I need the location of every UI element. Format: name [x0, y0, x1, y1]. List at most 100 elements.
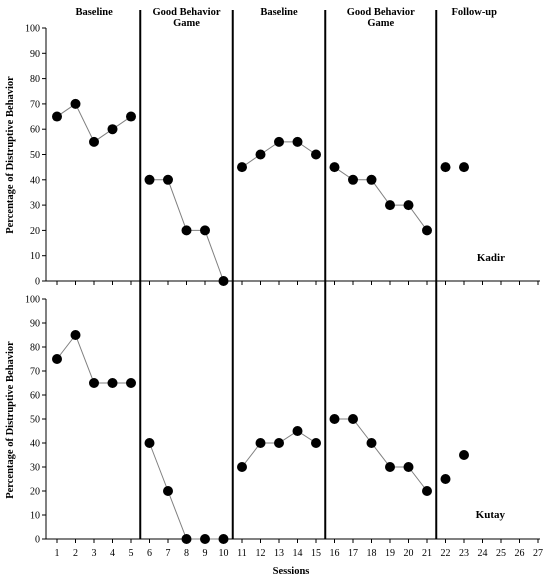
series-line-kadir-4 [334, 166, 428, 231]
y-tick-label: 60 [30, 391, 40, 402]
y-tick-label: 20 [30, 226, 40, 237]
data-point [126, 378, 136, 388]
y-tick-label: 80 [30, 343, 40, 354]
phase-label-1-line-1: Baseline [75, 7, 113, 18]
x-tick-label: 14 [293, 548, 303, 559]
data-point [292, 136, 303, 147]
data-point [403, 462, 414, 472]
data-point [274, 136, 284, 147]
y-tick-label: 70 [30, 99, 40, 110]
x-tick-label: 17 [348, 548, 358, 559]
x-tick-label: 10 [219, 548, 229, 559]
data-point [440, 162, 451, 173]
y-tick-label: 60 [30, 125, 40, 136]
panel-2: 0 10 20 30 40 50 60 70 80 90 100 Kutay [25, 295, 540, 546]
x-tick-label: 5 [129, 548, 134, 559]
x-tick-label: 23 [459, 548, 469, 559]
y-tick-label: 30 [30, 463, 40, 474]
data-point [144, 438, 155, 448]
y-tick-label: 20 [30, 487, 40, 498]
data-point [385, 200, 395, 211]
data-point [218, 276, 229, 286]
data-point [422, 225, 432, 236]
phase-label-5-line-1: Follow-up [451, 7, 497, 18]
data-point [440, 474, 451, 484]
data-point [70, 330, 81, 340]
x-tick-label: 6 [147, 548, 152, 559]
data-point [163, 486, 173, 496]
panels: 0 10 20 30 40 50 60 70 80 90 100 Kadir 0 10 20 30 40 50 60… [25, 24, 540, 546]
data-point [144, 174, 155, 185]
data-point [311, 438, 321, 448]
y-tick-label: 10 [30, 251, 40, 262]
x-tick-label: 22 [441, 548, 451, 559]
y-tick-label: 0 [35, 535, 40, 546]
data-point [385, 462, 395, 472]
data-point [422, 486, 432, 496]
phase-label-3-line-1: Baseline [260, 7, 298, 18]
series-line-kadir-1 [56, 103, 132, 143]
data-point [329, 414, 340, 424]
phase-label-2-line-2: Game [173, 18, 200, 29]
data-point [107, 378, 118, 388]
x-tick-label: 12 [256, 548, 266, 559]
series-line-kutay-4 [334, 418, 428, 492]
y-tick-label: 50 [30, 415, 40, 426]
participant-label-1: Kadir [477, 252, 505, 264]
series-line-kutay-3 [241, 430, 317, 468]
series-line-kutay-2 [149, 442, 224, 540]
x-tick-label: 4 [110, 548, 115, 559]
data-point [126, 111, 136, 122]
data-point [255, 438, 266, 448]
data-point [274, 438, 284, 448]
data-point [329, 162, 340, 173]
x-tick-label: 21 [422, 548, 432, 559]
data-point [218, 534, 229, 544]
data-point [52, 111, 62, 122]
phase-change-lines [139, 10, 438, 539]
series-line-kutay-1 [56, 333, 131, 384]
data-point [459, 162, 469, 173]
y-tick-label: 100 [25, 295, 40, 306]
x-tick-label: 7 [166, 548, 171, 559]
data-point [89, 378, 99, 388]
x-tick-label: 1 [55, 548, 60, 559]
data-point [311, 149, 321, 160]
x-tick-label: 2 [73, 548, 78, 559]
data-point [52, 354, 62, 364]
y-tick-label: 10 [30, 511, 40, 522]
data-point [366, 438, 377, 448]
x-tick-label: 26 [515, 548, 525, 559]
data-point [292, 426, 303, 436]
data-point [181, 534, 192, 544]
data-point [255, 149, 266, 160]
x-tick-label: 27 [533, 548, 543, 559]
data-point [200, 534, 210, 544]
y-tick-label: 30 [30, 201, 40, 212]
data-point [89, 136, 99, 147]
y-axis-label-top: Percentage of Distruptive Behavior [5, 76, 16, 234]
phase-label-2-line-1: Good Behavior [153, 7, 221, 18]
x-tick-label: 3 [92, 548, 97, 559]
x-tick-label: 8 [184, 548, 189, 559]
panel-1: 0 10 20 30 40 50 60 70 80 90 100 Kadir [25, 24, 540, 288]
data-point [348, 414, 358, 424]
data-point [107, 124, 118, 135]
x-tick-label: 11 [237, 548, 247, 559]
x-tick-label: 15 [311, 548, 321, 559]
x-tick-label: 19 [385, 548, 395, 559]
x-tick-labels: 1 2 3 4 5 6 7 8 9 10 11 12 13 14 15 16 17 18 19 20 21 22 23 24 2… [55, 548, 544, 559]
y-tick-label: 90 [30, 49, 40, 60]
x-tick-label: 20 [404, 548, 414, 559]
y-tick-label: 0 [35, 277, 40, 288]
y-tick-label: 40 [30, 175, 40, 186]
y-tick-label: 40 [30, 439, 40, 450]
y-tick-label: 70 [30, 367, 40, 378]
y-tick-label: 100 [25, 24, 40, 35]
participant-label-2: Kutay [476, 509, 506, 521]
x-tick-label: 9 [203, 548, 208, 559]
phase-label-4-line-2: Game [367, 18, 394, 29]
data-point [163, 174, 173, 185]
data-point [459, 450, 469, 460]
